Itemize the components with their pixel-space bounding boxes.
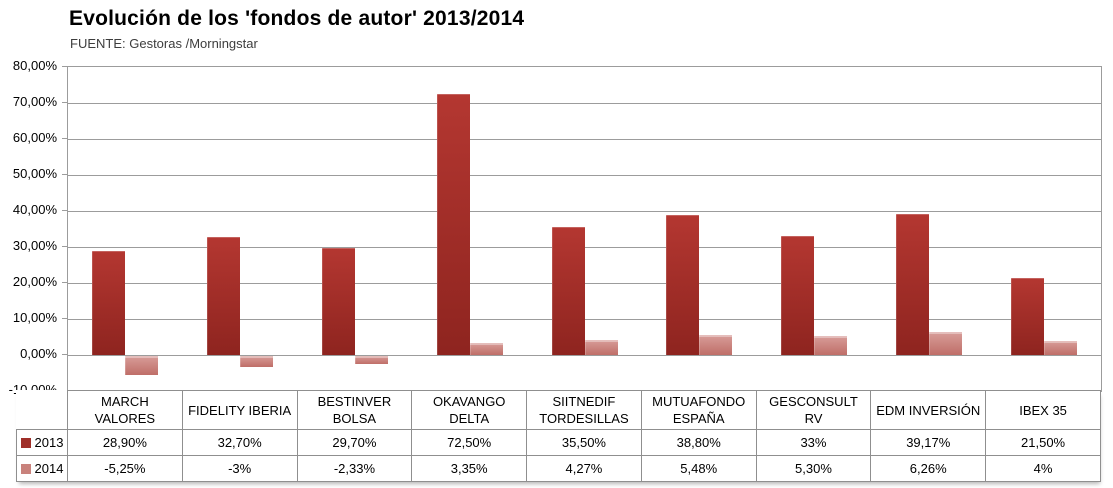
bar-2013-fidelity-iberia bbox=[207, 237, 240, 355]
value-cell-2013-mutuafondo-espa-a: 38,80% bbox=[640, 429, 757, 456]
y-axis-tick-mark bbox=[62, 138, 67, 139]
category-header-gesconsult-rv: GESCONSULT RV bbox=[755, 390, 872, 430]
y-axis-tick-mark bbox=[62, 354, 67, 355]
value-cell-2013-gesconsult-rv: 33% bbox=[755, 429, 872, 456]
data-table: MARCH VALORES FIDELITY IBERIA BESTINVER BO… bbox=[16, 390, 1101, 482]
bar-2013-edm-inversi-n bbox=[896, 214, 929, 355]
chart-title: Evolución de los 'fondos de autor' 2013/… bbox=[69, 7, 525, 30]
value-cell-2014-edm-inversi-n: 6,26% bbox=[870, 455, 987, 482]
category-header-march-valores: MARCH VALORES bbox=[67, 390, 183, 430]
y-axis-tick-mark bbox=[62, 66, 67, 67]
bar-2014-edm-inversi-n bbox=[929, 332, 962, 355]
value-cell-2014-fidelity-iberia: -3% bbox=[181, 455, 298, 482]
bar-2013-ibex-35 bbox=[1011, 278, 1044, 355]
legend-swatch-2014 bbox=[20, 463, 31, 474]
legend-cell-2013: 2013 bbox=[16, 429, 68, 456]
y-axis-tick-label: 0,00% bbox=[20, 346, 57, 361]
category-header-ibex-35: IBEX 35 bbox=[985, 390, 1101, 430]
y-axis-tick-label: 40,00% bbox=[12, 202, 57, 217]
category-header-siitnedif-tordesillas: SIITNEDIF TORDESILLAS bbox=[526, 390, 642, 430]
y-axis-tick-mark bbox=[62, 318, 67, 319]
gridline bbox=[68, 355, 1101, 356]
value-cell-2014-ibex-35: 4% bbox=[985, 455, 1101, 482]
y-axis-tick-label: 50,00% bbox=[12, 166, 57, 181]
bar-2014-bestinver-bolsa bbox=[355, 356, 388, 364]
category-header-bestinver-bolsa: BESTINVER BOLSA bbox=[296, 390, 413, 430]
bar-2014-okavango-delta bbox=[470, 343, 503, 355]
gridline bbox=[68, 211, 1101, 212]
bar-2013-okavango-delta bbox=[437, 94, 470, 355]
value-cell-2014-mutuafondo-espa-a: 5,48% bbox=[640, 455, 757, 482]
value-cell-2014-gesconsult-rv: 5,30% bbox=[755, 455, 872, 482]
legend-swatch-2013 bbox=[20, 437, 31, 448]
value-cell-2014-siitnedif-tordesillas: 4,27% bbox=[526, 455, 642, 482]
y-axis-tick-label: 70,00% bbox=[12, 94, 57, 109]
value-cell-2013-bestinver-bolsa: 29,70% bbox=[296, 429, 413, 456]
table-corner-cell bbox=[17, 391, 68, 430]
value-cell-2014-bestinver-bolsa: -2,33% bbox=[296, 455, 413, 482]
value-cell-2014-march-valores: -5,25% bbox=[67, 455, 183, 482]
gridline bbox=[68, 139, 1101, 140]
bar-2014-mutuafondo-espa-a bbox=[699, 335, 732, 355]
category-header-okavango-delta: OKAVANGO DELTA bbox=[411, 390, 528, 430]
y-axis-tick-mark bbox=[62, 102, 67, 103]
table-row-2013: 2013 28,90% 32,70% 29,70% 72,50% 35,50% 38,80%… bbox=[16, 429, 1101, 456]
bar-2014-gesconsult-rv bbox=[814, 336, 847, 355]
value-cell-2013-siitnedif-tordesillas: 35,50% bbox=[526, 429, 642, 456]
table-row-2014: 2014 -5,25% -3% -2,33% 3,35% 4,27% 5,48% 5,30% 6… bbox=[16, 455, 1101, 482]
category-header-edm-inversi-n: EDM INVERSIÓN bbox=[870, 390, 987, 430]
value-cell-2013-fidelity-iberia: 32,70% bbox=[181, 429, 298, 456]
gridline bbox=[68, 103, 1101, 104]
chart-source-note: FUENTE: Gestoras /Morningstar bbox=[70, 36, 258, 51]
legend-cell-2014: 2014 bbox=[16, 455, 68, 482]
bar-2013-siitnedif-tordesillas bbox=[552, 227, 585, 355]
bar-2013-mutuafondo-espa-a bbox=[666, 215, 699, 355]
y-axis-tick-mark bbox=[62, 246, 67, 247]
y-axis-tick-label: 20,00% bbox=[12, 274, 57, 289]
legend-label-2013: 2013 bbox=[34, 435, 64, 450]
y-axis-tick-mark bbox=[62, 174, 67, 175]
legend-label-2014: 2014 bbox=[34, 461, 64, 476]
y-axis-tick-label: 60,00% bbox=[12, 130, 57, 145]
bar-2013-gesconsult-rv bbox=[781, 236, 814, 355]
category-header-mutuafondo-espa-a: MUTUAFONDO ESPAÑA bbox=[640, 390, 757, 430]
bar-2013-bestinver-bolsa bbox=[322, 248, 355, 355]
category-header-fidelity-iberia: FIDELITY IBERIA bbox=[181, 390, 298, 430]
bar-2013-march-valores bbox=[92, 251, 125, 355]
value-cell-2013-ibex-35: 21,50% bbox=[985, 429, 1101, 456]
bar-2014-ibex-35 bbox=[1044, 341, 1077, 355]
value-cell-2013-march-valores: 28,90% bbox=[67, 429, 183, 456]
y-axis-tick-mark bbox=[62, 210, 67, 211]
value-cell-2013-edm-inversi-n: 39,17% bbox=[870, 429, 987, 456]
y-axis-tick-label: 30,00% bbox=[12, 238, 57, 253]
gridline bbox=[68, 175, 1101, 176]
value-cell-2013-okavango-delta: 72,50% bbox=[411, 429, 528, 456]
y-axis-tick-mark bbox=[62, 282, 67, 283]
bar-2014-siitnedif-tordesillas bbox=[585, 340, 618, 355]
bar-2014-march-valores bbox=[125, 356, 158, 375]
plot-area bbox=[67, 66, 1102, 392]
y-axis-tick-label: 80,00% bbox=[12, 58, 57, 73]
value-cell-2014-okavango-delta: 3,35% bbox=[411, 455, 528, 482]
bar-2014-fidelity-iberia bbox=[240, 356, 273, 367]
y-axis-tick-label: 10,00% bbox=[12, 310, 57, 325]
